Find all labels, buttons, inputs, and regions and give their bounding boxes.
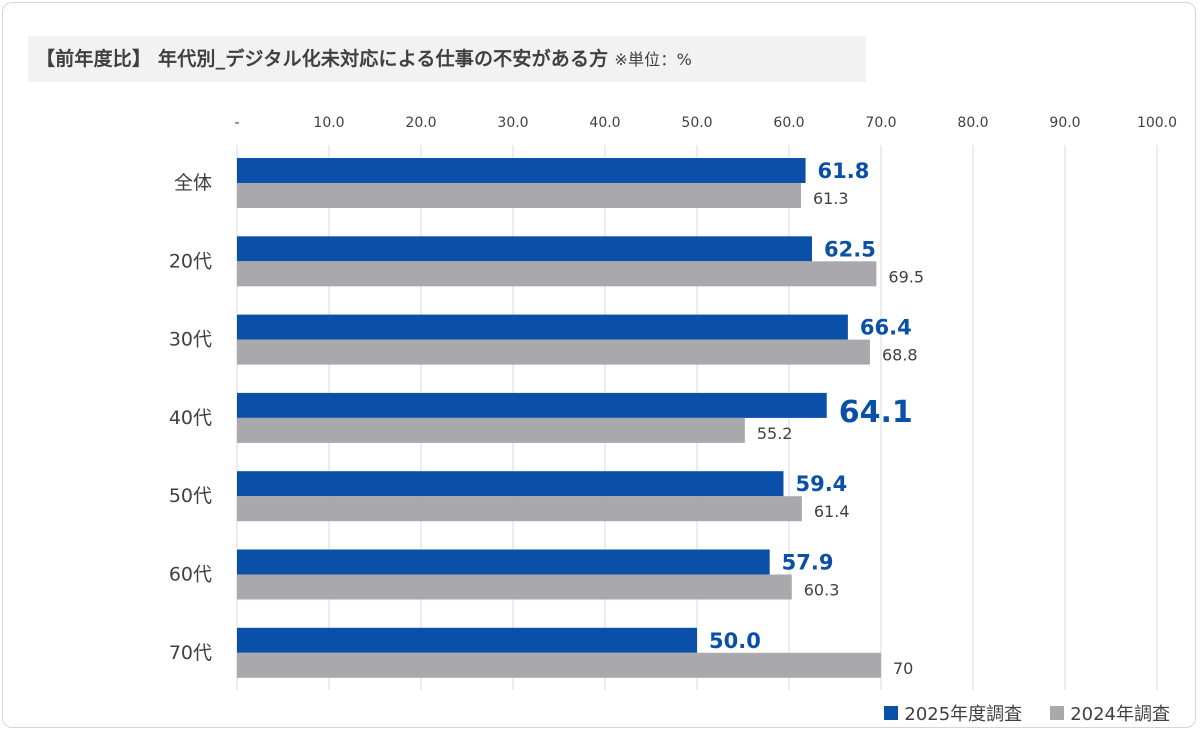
x-tick-label: 70.0 [865, 115, 896, 131]
category-label: 50代 [169, 485, 212, 507]
bar-2024 [237, 652, 881, 678]
legend-label-2025: 2025年度調査 [904, 704, 1023, 725]
data-label-2024: 60.3 [804, 581, 840, 600]
bar-2025 [237, 392, 827, 418]
chart-title: 【前年度比】 年代別_デジタル化未対応による仕事の不安がある方 ※単位：% [36, 44, 692, 71]
data-label-2024: 61.4 [814, 502, 850, 521]
data-label-2025: 66.4 [860, 316, 912, 340]
category-label: 全体 [174, 172, 212, 194]
bar-2024 [237, 496, 802, 522]
legend-swatch-2024 [1050, 706, 1065, 720]
bar-2024 [237, 183, 801, 208]
data-label-2025: 64.1 [839, 395, 913, 430]
data-label-2025: 62.5 [824, 237, 876, 261]
data-label-2024: 70 [893, 659, 913, 678]
category-label: 70代 [169, 642, 212, 664]
bar-2024 [237, 574, 792, 600]
data-label-2024: 55.2 [757, 424, 793, 443]
legend-label-2024: 2024年調査 [1070, 704, 1170, 725]
bar-2025 [237, 314, 848, 340]
data-label-2025: 61.8 [818, 159, 870, 183]
data-label-2024: 61.3 [813, 189, 849, 208]
x-tick-label: 80.0 [957, 115, 988, 131]
x-tick-label: 50.0 [681, 115, 712, 131]
bar-2024 [237, 261, 877, 287]
bar-2025 [237, 471, 784, 497]
category-label: 60代 [169, 564, 212, 586]
x-tick-label: - [234, 115, 239, 131]
bar-2025 [237, 549, 770, 575]
bar-2024 [237, 417, 745, 443]
x-tick-label: 100.0 [1137, 115, 1177, 131]
x-tick-label: 60.0 [773, 115, 804, 131]
chart-title-text: 【前年度比】 年代別_デジタル化未対応による仕事の不安がある方 [36, 48, 609, 70]
category-label: 40代 [169, 407, 212, 429]
category-label: 30代 [169, 329, 212, 351]
legend: 2025年度調査 2024年調査 [884, 700, 1170, 726]
bar-2025 [237, 627, 697, 653]
data-label-2024: 69.5 [888, 267, 924, 286]
bar-2025 [237, 158, 806, 183]
unit-note: ※単位：% [614, 50, 692, 69]
x-tick-label: 20.0 [405, 115, 436, 131]
data-label-2024: 68.8 [882, 346, 918, 365]
legend-swatch-2025 [884, 706, 899, 720]
data-label-2025: 59.4 [795, 472, 847, 496]
x-tick-label: 30.0 [497, 115, 528, 131]
data-label-2025: 50.0 [709, 629, 761, 653]
category-label: 20代 [169, 250, 212, 272]
x-tick-label: 90.0 [1049, 115, 1080, 131]
data-label-2025: 57.9 [782, 551, 834, 575]
legend-item-2024: 2024年調査 [1050, 700, 1170, 726]
x-tick-label: 40.0 [589, 115, 620, 131]
legend-item-2025: 2025年度調査 [884, 700, 1022, 726]
title-background [28, 36, 866, 82]
bar-2024 [237, 339, 870, 365]
bar-2025 [237, 236, 812, 262]
x-tick-label: 10.0 [313, 115, 344, 131]
